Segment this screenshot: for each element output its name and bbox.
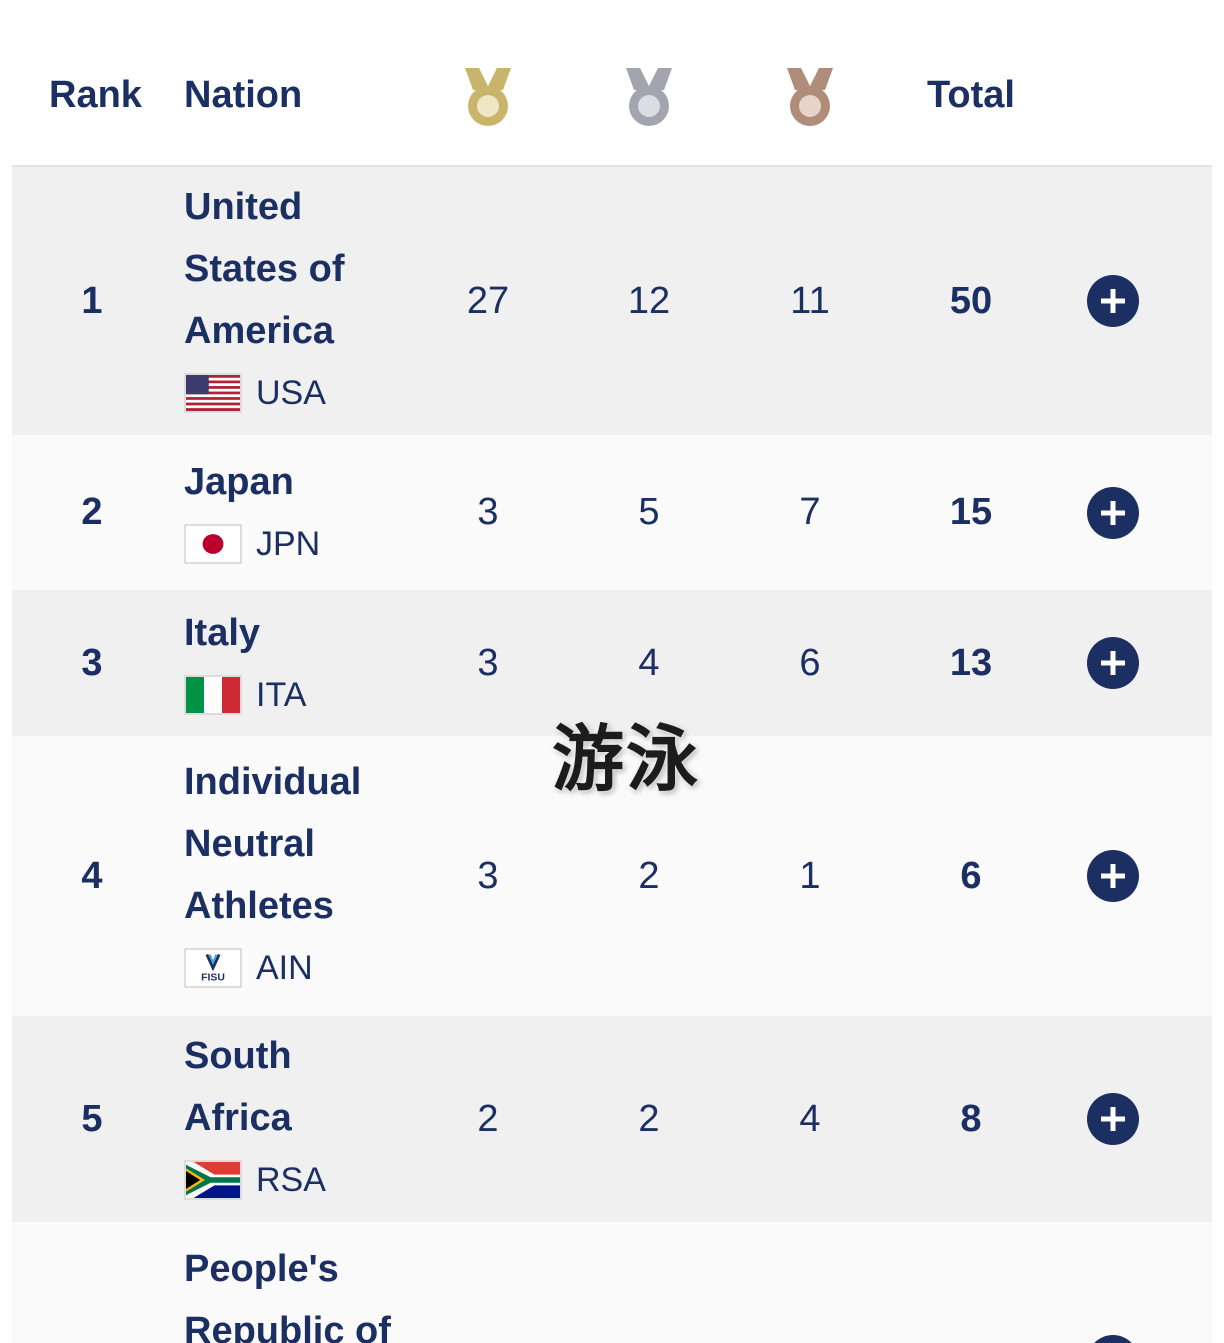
nation-cell: Italy ITA bbox=[184, 602, 424, 726]
table-row: People's Republic of bbox=[12, 1222, 1212, 1343]
total-count: 6 bbox=[960, 854, 982, 897]
table-row: 2 Japan JPN 3 5 7 15 bbox=[12, 435, 1212, 590]
nation-code: USA bbox=[256, 373, 326, 412]
expand-row-button[interactable] bbox=[1087, 275, 1139, 327]
rank-cell: 5 bbox=[81, 1097, 103, 1140]
silver-count: 4 bbox=[638, 641, 660, 684]
gold-medal-icon[interactable] bbox=[459, 64, 517, 130]
fisu-logo-icon: FISU bbox=[184, 948, 242, 988]
nation-name[interactable]: People's Republic of bbox=[184, 1248, 391, 1343]
plus-icon bbox=[1101, 289, 1125, 313]
total-column-header[interactable]: Total bbox=[927, 74, 1015, 116]
table-row: 1 United States of America USA 27 12 bbox=[12, 167, 1212, 435]
table-row: 3 Italy ITA 3 4 6 13 bbox=[12, 590, 1212, 736]
nation-code-line: FISU AIN bbox=[184, 937, 424, 999]
expand-row-button[interactable] bbox=[1087, 1335, 1139, 1343]
plus-icon bbox=[1101, 1107, 1125, 1131]
nation-cell: Japan JPN bbox=[184, 451, 424, 575]
bronze-count: 11 bbox=[790, 279, 830, 322]
nation-code-line: ITA bbox=[184, 664, 424, 726]
usa-flag-icon bbox=[184, 373, 242, 413]
nation-cell: United States of America USA bbox=[184, 176, 424, 424]
expand-row-button[interactable] bbox=[1087, 637, 1139, 689]
nation-cell: Individual Neutral Athletes FISU AIN bbox=[184, 751, 424, 999]
gold-count: 3 bbox=[477, 854, 499, 897]
nation-code: RSA bbox=[256, 1160, 326, 1199]
nation-name[interactable]: United States of America bbox=[184, 186, 345, 352]
plus-icon bbox=[1101, 864, 1125, 888]
nation-name[interactable]: Individual Neutral Athletes bbox=[184, 761, 362, 927]
nation-name[interactable]: Japan bbox=[184, 461, 294, 503]
south-africa-flag-icon bbox=[184, 1160, 242, 1200]
bronze-count: 7 bbox=[799, 491, 821, 533]
nation-cell: South Africa RSA bbox=[184, 1025, 424, 1211]
nation-code-line: RSA bbox=[184, 1149, 424, 1211]
nation-code: AIN bbox=[256, 948, 313, 987]
bronze-medal-icon[interactable] bbox=[781, 64, 839, 130]
rank-cell: 3 bbox=[81, 641, 103, 684]
gold-count: 3 bbox=[477, 491, 499, 533]
rank-cell: 1 bbox=[81, 279, 103, 322]
nation-name[interactable]: South Africa bbox=[184, 1035, 292, 1139]
nation-column-header[interactable]: Nation bbox=[184, 74, 303, 116]
total-count: 15 bbox=[949, 491, 993, 533]
nation-code: JPN bbox=[256, 524, 321, 563]
nation-cell: People's Republic of bbox=[184, 1238, 424, 1343]
total-count: 50 bbox=[949, 279, 993, 322]
nation-code: ITA bbox=[256, 675, 307, 714]
table-row: 5 South Africa RSA 2 2 4 8 bbox=[12, 1016, 1212, 1222]
nation-name[interactable]: Italy bbox=[184, 612, 261, 654]
italy-flag-icon bbox=[184, 675, 242, 715]
bronze-count: 1 bbox=[799, 854, 821, 897]
table-header: Rank Nation Total bbox=[12, 0, 1212, 167]
watermark-text: 游泳 bbox=[552, 717, 701, 801]
gold-count: 3 bbox=[477, 641, 499, 684]
silver-count: 2 bbox=[638, 1097, 660, 1140]
silver-count: 2 bbox=[638, 854, 660, 897]
nation-code-line: USA bbox=[184, 362, 424, 424]
silver-count: 5 bbox=[638, 491, 660, 533]
total-count: 8 bbox=[960, 1097, 982, 1140]
plus-icon bbox=[1101, 651, 1125, 675]
expand-row-button[interactable] bbox=[1087, 850, 1139, 902]
nation-code-line: JPN bbox=[184, 513, 424, 575]
silver-count: 12 bbox=[627, 279, 671, 322]
bronze-count: 4 bbox=[799, 1097, 821, 1140]
expand-row-button[interactable] bbox=[1087, 486, 1139, 539]
gold-count: 27 bbox=[466, 279, 510, 322]
gold-count: 2 bbox=[477, 1097, 499, 1140]
svg-text:FISU: FISU bbox=[201, 973, 225, 984]
japan-flag-icon bbox=[184, 524, 242, 564]
expand-row-button[interactable] bbox=[1087, 1093, 1139, 1145]
rank-cell: 2 bbox=[81, 491, 103, 533]
rank-cell: 4 bbox=[81, 854, 103, 897]
total-count: 13 bbox=[949, 641, 993, 684]
table-row: 4 Individual Neutral Athletes FISU AIN 3… bbox=[12, 736, 1212, 1016]
silver-medal-icon[interactable] bbox=[620, 64, 678, 130]
rank-column-header[interactable]: Rank bbox=[49, 74, 142, 116]
bronze-count: 6 bbox=[799, 641, 821, 684]
plus-icon bbox=[1101, 500, 1125, 525]
